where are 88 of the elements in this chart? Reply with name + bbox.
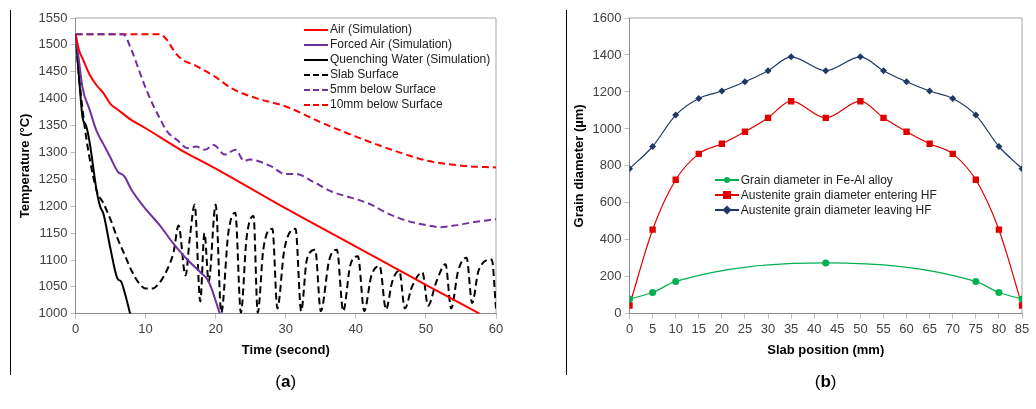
point xyxy=(903,128,910,135)
legend-label: Air (Simulation) xyxy=(330,22,413,37)
text: (b) xyxy=(814,372,837,392)
y-tick-label: 1200 xyxy=(592,83,622,99)
legend-label: Austenite grain diameter leaving HF xyxy=(740,202,932,218)
x-axis-title: Slab position (mm) xyxy=(767,341,885,357)
y-tick-label: 1450 xyxy=(38,63,68,79)
y-axis-title: Temperature (°C) xyxy=(17,113,33,219)
x-tick-label: 10 xyxy=(138,321,153,337)
y-tick-label: 800 xyxy=(599,157,622,173)
y-tick-label: 1350 xyxy=(38,117,68,133)
point xyxy=(926,87,934,95)
x-tick-label: 65 xyxy=(922,321,937,337)
x-tick-label: 50 xyxy=(418,321,434,337)
legend-label: 10mm below Surface xyxy=(330,97,443,112)
point xyxy=(972,111,980,119)
x-tick-label: 75 xyxy=(968,321,984,337)
point xyxy=(649,289,657,297)
legend-label: Forced Air (Simulation) xyxy=(330,37,453,52)
point xyxy=(995,142,1003,150)
x-tick-label: 35 xyxy=(783,321,799,337)
point xyxy=(718,87,726,95)
y-tick-label: 1000 xyxy=(38,305,68,321)
y-tick-label: 1000 xyxy=(592,120,622,136)
legend-label: Austenite grain diameter entering HF xyxy=(740,187,937,203)
y-tick-label: 400 xyxy=(599,231,622,247)
point xyxy=(879,67,887,75)
point xyxy=(787,53,795,61)
point xyxy=(649,142,657,150)
x-tick-label: 40 xyxy=(348,321,364,337)
text: (a) xyxy=(275,372,297,392)
y-tick-label: 1300 xyxy=(38,144,68,160)
point xyxy=(672,277,680,285)
x-tick-label: 80 xyxy=(991,321,1007,337)
x-tick-label: 70 xyxy=(945,321,960,337)
y-tick-label: 1400 xyxy=(38,90,68,106)
x-tick-label: 10 xyxy=(668,321,683,337)
point xyxy=(880,114,887,122)
x-tick-label: 55 xyxy=(876,321,891,337)
y-tick-label: 1250 xyxy=(38,170,68,186)
x-tick-label: 30 xyxy=(278,321,293,337)
x-tick-label: 40 xyxy=(806,321,822,337)
point xyxy=(949,94,957,102)
point xyxy=(995,289,1003,297)
y-tick-label: 1150 xyxy=(39,224,68,240)
y-tick-label: 1200 xyxy=(38,197,68,213)
y-tick-label: 0 xyxy=(614,305,622,321)
y-tick-label: 1550 xyxy=(38,9,68,25)
legend-label: Grain diameter in Fe-Al alloy xyxy=(740,172,893,188)
y-axis-title: Grain diameter (µm) xyxy=(571,104,587,228)
x-tick-label: 30 xyxy=(760,321,776,337)
x-tick-label: 60 xyxy=(899,321,914,337)
x-tick-label: 5 xyxy=(648,321,657,337)
point xyxy=(903,78,911,86)
y-tick-label: 200 xyxy=(599,268,622,284)
y-tick-label: 1600 xyxy=(592,9,622,25)
y-tick-label: 600 xyxy=(599,194,622,210)
point xyxy=(741,78,749,86)
x-tick-label: 50 xyxy=(853,321,868,337)
y-tick-label: 1050 xyxy=(38,278,68,294)
legend-label: Quenching Water (Simulation) xyxy=(330,52,491,67)
x-tick-label: 25 xyxy=(737,321,753,337)
point xyxy=(822,114,829,122)
x-tick-label: 85 xyxy=(1014,321,1030,337)
point xyxy=(972,277,980,285)
x-tick-label: 60 xyxy=(488,321,504,337)
x-tick-label: 0 xyxy=(71,321,80,337)
point xyxy=(856,53,864,61)
point xyxy=(764,67,772,75)
point xyxy=(672,111,680,119)
point xyxy=(822,67,830,75)
point xyxy=(764,114,772,122)
x-tick-label: 20 xyxy=(714,321,730,337)
y-tick-label: 1400 xyxy=(592,46,622,62)
x-axis-title: Time (second) xyxy=(241,341,330,357)
point xyxy=(822,259,830,267)
legend-label: Slab Surface xyxy=(330,67,399,82)
point xyxy=(857,98,864,105)
x-tick-label: 20 xyxy=(208,321,223,337)
point xyxy=(695,94,703,102)
point xyxy=(926,140,933,147)
x-tick-label: 45 xyxy=(830,321,845,337)
y-tick-label: 1100 xyxy=(39,251,68,267)
y-tick-label: 1500 xyxy=(38,36,68,52)
legend-label: 5mm below Surface xyxy=(330,82,437,97)
x-tick-label: 0 xyxy=(625,321,634,337)
point xyxy=(649,226,656,233)
x-tick-label: 15 xyxy=(691,321,707,337)
